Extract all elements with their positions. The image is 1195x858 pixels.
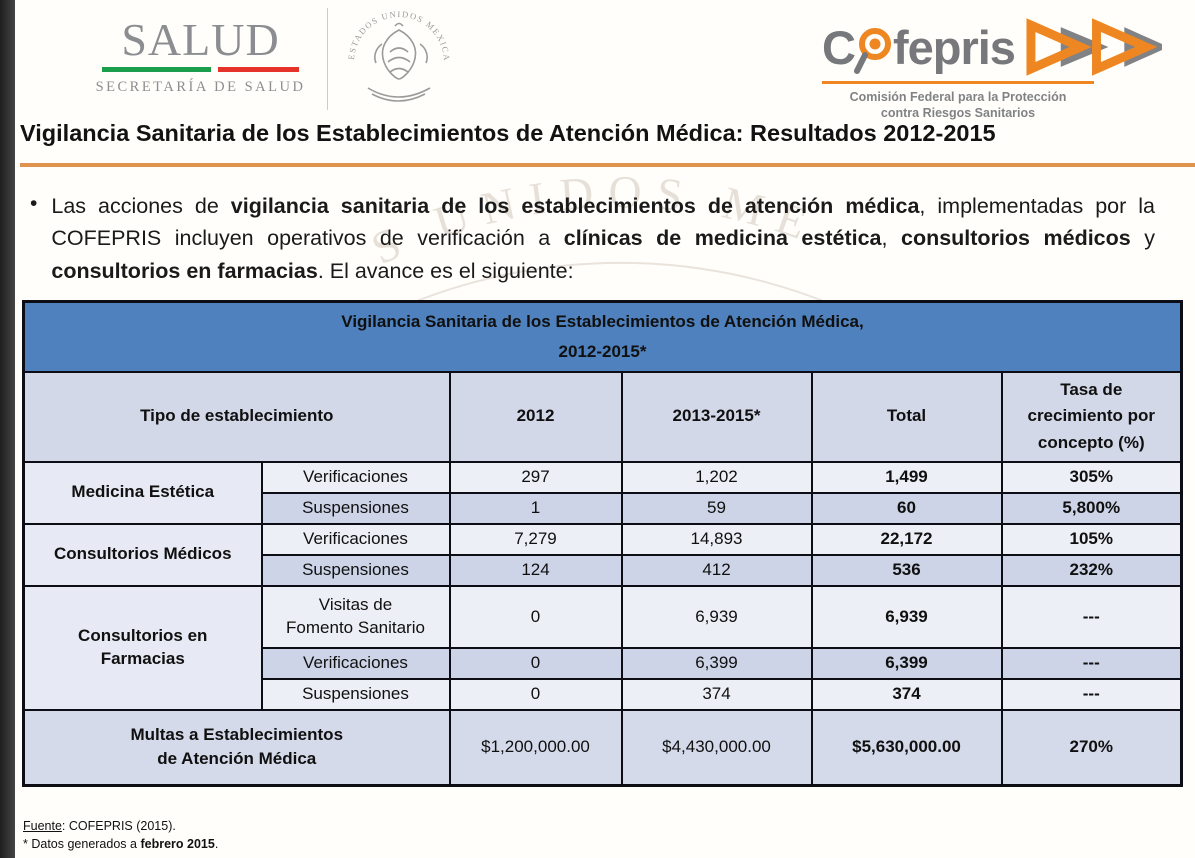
table-row: Consultorios Médicos Verificaciones 7,279 1… xyxy=(22,522,1183,587)
cofepris-arrows-icon xyxy=(1026,18,1162,76)
header-divider xyxy=(327,8,328,110)
concept-cell: Visitas de Fomento Sanitario xyxy=(260,584,451,649)
intro-segment: clínicas de medicina estética xyxy=(563,226,882,251)
concept-cell: Verificaciones xyxy=(260,522,451,556)
intro-segment: vigilancia sanitaria de los establecimie… xyxy=(230,194,920,218)
concept-cell: Suspensiones xyxy=(260,553,451,587)
column-header-tipo: Tipo de establecimiento xyxy=(22,370,451,463)
slide-edge-strip xyxy=(0,0,15,858)
intro-paragraph: • Las acciones de vigilancia sanitaria d… xyxy=(30,190,1155,287)
column-header-tasa: Tasa de crecimiento por concepto (%) xyxy=(1000,370,1183,463)
summary-row: Multas a Establecimientos de Atención Mé… xyxy=(22,708,1183,787)
value-growth: --- xyxy=(1000,677,1183,711)
svg-text:ESTADOS UNIDOS MEXICANOS: ESTADOS UNIDOS MEXICANOS xyxy=(338,0,452,62)
summary-total: $5,630,000.00 xyxy=(810,708,1003,787)
value-2013-2015: 14,893 xyxy=(620,522,813,556)
value-2012: 297 xyxy=(448,460,623,494)
value-growth: 5,800% xyxy=(1000,491,1183,525)
table-title-row: Vigilancia Sanitaria de los Establecimie… xyxy=(22,300,1183,373)
source-note: Fuente: COFEPRIS (2015). xyxy=(23,819,176,833)
mexico-coat-of-arms-icon: ESTADOS UNIDOS MEXICANOS xyxy=(338,0,452,102)
column-header-row: Tipo de establecimiento 2012 2013-2015* … xyxy=(22,370,1183,463)
value-2013-2015: 6,939 xyxy=(620,584,813,649)
value-total: 6,399 xyxy=(810,646,1003,680)
column-header-total: Total xyxy=(810,370,1003,463)
value-2013-2015: 6,399 xyxy=(620,646,813,680)
summary-growth: 270% xyxy=(1000,708,1183,787)
summary-label: Multas a Establecimientos de Atención Mé… xyxy=(22,708,451,787)
value-2012: 0 xyxy=(448,646,623,680)
value-total: 1,499 xyxy=(810,460,1003,494)
bullet-marker: • xyxy=(30,192,38,215)
concept-cell: Suspensiones xyxy=(260,491,451,525)
intro-segment: , xyxy=(881,226,901,251)
intro-segment: . El avance es el siguiente: xyxy=(317,258,574,283)
table-row: Verificaciones 0 6,399 6,399 --- xyxy=(24,646,1183,680)
cofepris-logo: C fepris Comisión Federal para la Protec… xyxy=(822,18,1162,122)
table-row: Medicina Estética Verificaciones 297 1,202 1… xyxy=(22,460,1183,525)
salud-subtitle: SECRETARÍA DE SALUD xyxy=(95,79,306,96)
value-2013-2015: 59 xyxy=(620,491,813,525)
concept-cell: Verificaciones xyxy=(260,646,451,680)
magnifier-icon xyxy=(853,28,891,74)
group-cell: Consultorios en Farmacias xyxy=(22,584,263,711)
value-2012: 0 xyxy=(448,584,623,649)
results-table: Vigilancia Sanitaria de los Establecimie… xyxy=(22,300,1184,787)
value-total: 374 xyxy=(810,677,1003,711)
table-row: Suspensiones 124 412 536 232% xyxy=(24,553,1183,587)
concept-cell: Suspensiones xyxy=(260,677,451,711)
salud-wordmark: SALUD xyxy=(121,14,280,65)
table-row: Consultorios en Farmacias Visitas de Fome… xyxy=(22,584,1183,711)
value-total: 6,939 xyxy=(810,584,1003,649)
value-total: 22,172 xyxy=(810,522,1003,556)
value-growth: --- xyxy=(1000,646,1183,680)
value-2012: 7,279 xyxy=(448,522,623,556)
value-2013-2015: 412 xyxy=(620,553,813,587)
intro-segment: Las acciones de xyxy=(51,194,231,218)
concept-cell: Verificaciones xyxy=(260,460,451,494)
value-growth: --- xyxy=(1000,584,1183,649)
value-growth: 232% xyxy=(1000,553,1183,587)
cofepris-tagline: Comisión Federal para la Protección cont… xyxy=(849,90,1067,121)
intro-segment: consultorios médicos xyxy=(900,226,1131,251)
mexico-tricolor-rule xyxy=(102,67,299,73)
title-rule xyxy=(20,163,1195,167)
value-2013-2015: 374 xyxy=(620,677,813,711)
summary-2013-2015: $4,430,000.00 xyxy=(620,708,813,787)
footnotes: Fuente: COFEPRIS (2015). * Datos generad… xyxy=(23,818,218,853)
intro-segment: consultorios en farmacias xyxy=(51,258,318,283)
intro-segment: y xyxy=(1130,226,1155,251)
table-row: Suspensiones 0 374 374 --- xyxy=(24,677,1183,711)
group-cell: Medicina Estética xyxy=(22,460,263,525)
salud-logo: SALUD SECRETARÍA DE SALUD xyxy=(88,14,313,96)
value-growth: 305% xyxy=(1000,460,1183,494)
value-2013-2015: 1,202 xyxy=(620,460,813,494)
generated-note: * Datos generados a febrero 2015. xyxy=(23,836,219,851)
value-growth: 105% xyxy=(1000,522,1183,556)
value-total: 60 xyxy=(810,491,1003,525)
intro-segment: , implementadas por la COFEPRIS incluyen… xyxy=(51,194,1155,251)
column-header-2012: 2012 xyxy=(448,370,623,463)
cofepris-wordmark: C fepris xyxy=(822,21,1016,74)
intro-text: Las acciones de vigilancia sanitaria de … xyxy=(51,190,1155,287)
column-header-2013-2015: 2013-2015* xyxy=(620,370,813,463)
value-2012: 0 xyxy=(448,677,623,711)
page-title: Vigilancia Sanitaria de los Establecimie… xyxy=(20,120,996,146)
value-2012: 124 xyxy=(448,553,623,587)
summary-2012: $1,200,000.00 xyxy=(448,708,623,787)
table-row: Suspensiones 1 59 60 5,800% xyxy=(24,491,1183,525)
cofepris-underline xyxy=(822,81,1094,84)
group-cell: Consultorios Médicos xyxy=(22,522,263,587)
value-total: 536 xyxy=(810,553,1003,587)
table-title: Vigilancia Sanitaria de los Establecimie… xyxy=(22,300,1183,373)
value-2012: 1 xyxy=(448,491,623,525)
